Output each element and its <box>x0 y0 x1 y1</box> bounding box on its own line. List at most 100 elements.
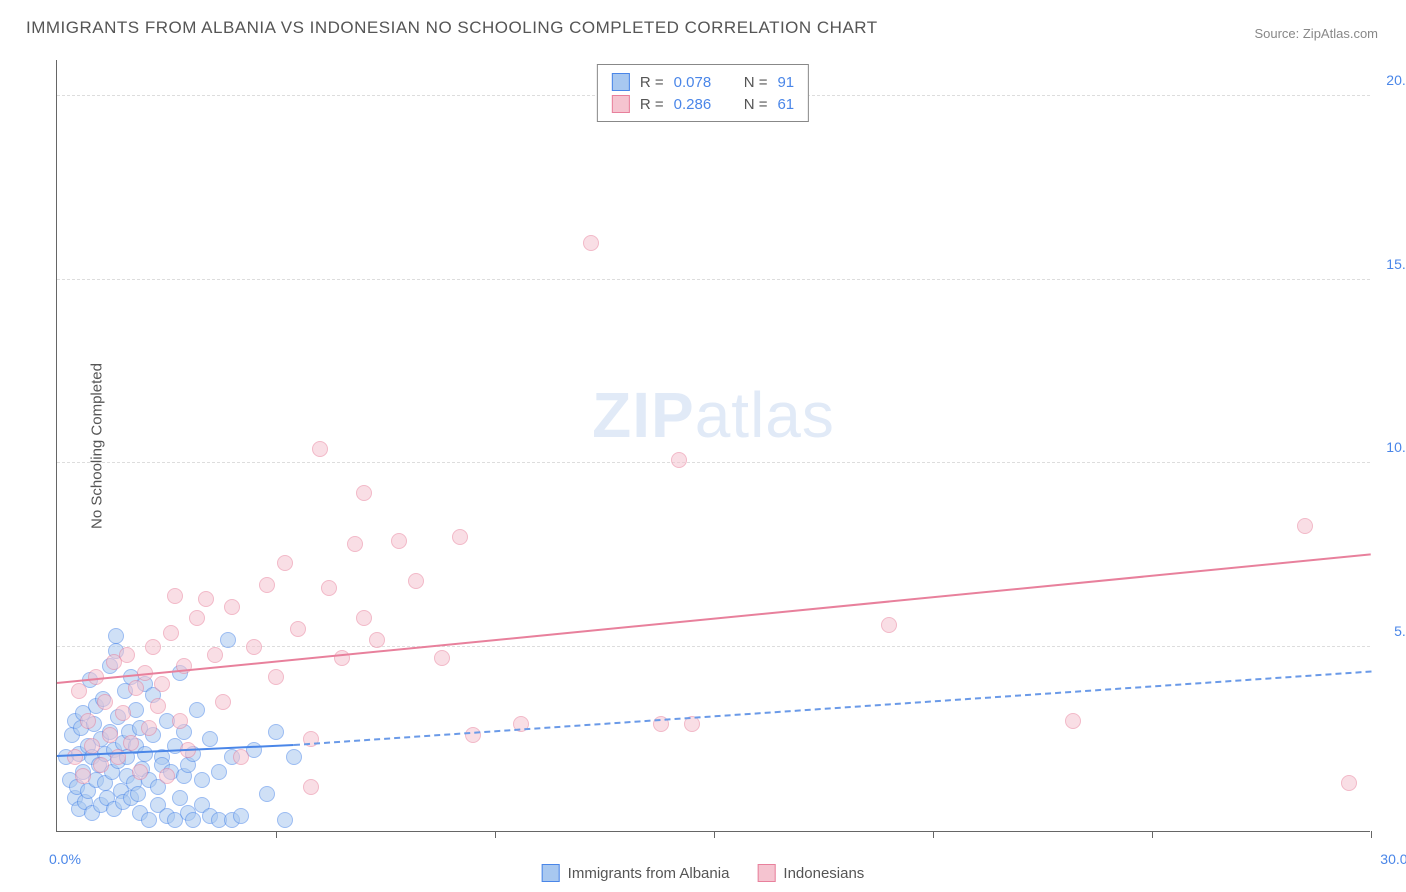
x-tick <box>1371 831 1372 838</box>
scatter-point <box>391 533 407 549</box>
scatter-point <box>75 768 91 784</box>
scatter-point <box>84 738 100 754</box>
scatter-point <box>321 580 337 596</box>
scatter-point <box>128 680 144 696</box>
scatter-point <box>290 621 306 637</box>
chart-source: Source: ZipAtlas.com <box>1254 26 1378 41</box>
scatter-point <box>185 812 201 828</box>
legend-swatch <box>612 95 630 113</box>
scatter-point <box>211 764 227 780</box>
scatter-point <box>259 577 275 593</box>
scatter-point <box>233 808 249 824</box>
scatter-point <box>159 768 175 784</box>
scatter-point <box>434 650 450 666</box>
scatter-point <box>150 698 166 714</box>
scatter-point <box>268 724 284 740</box>
scatter-point <box>108 628 124 644</box>
scatter-point <box>141 720 157 736</box>
scatter-point <box>303 779 319 795</box>
x-tick <box>933 831 934 838</box>
watermark: ZIPatlas <box>592 378 835 452</box>
legend-swatch <box>757 864 775 882</box>
scatter-point <box>286 749 302 765</box>
x-axis-min-label: 0.0% <box>49 851 81 867</box>
scatter-point <box>465 727 481 743</box>
scatter-point <box>1297 518 1313 534</box>
scatter-point <box>215 694 231 710</box>
y-tick-label: 5.0% <box>1394 623 1406 639</box>
legend-swatch <box>542 864 560 882</box>
scatter-point <box>881 617 897 633</box>
scatter-point <box>259 786 275 802</box>
stat-r-value: 0.078 <box>674 74 712 91</box>
scatter-point <box>145 639 161 655</box>
gridline-h <box>57 279 1370 280</box>
scatter-point <box>80 713 96 729</box>
scatter-point <box>172 790 188 806</box>
scatter-point <box>671 452 687 468</box>
scatter-point <box>97 694 113 710</box>
stat-n-value: 61 <box>777 96 794 113</box>
x-axis-max-label: 30.0% <box>1380 851 1406 867</box>
stat-n-label: N = <box>744 74 768 91</box>
scatter-point <box>67 749 83 765</box>
gridline-h <box>57 462 1370 463</box>
stat-r-value: 0.286 <box>674 96 712 113</box>
scatter-point <box>220 632 236 648</box>
correlation-chart: IMMIGRANTS FROM ALBANIA VS INDONESIAN NO… <box>0 0 1406 892</box>
scatter-point <box>167 588 183 604</box>
scatter-point <box>369 632 385 648</box>
scatter-point <box>102 727 118 743</box>
scatter-point <box>207 647 223 663</box>
scatter-point <box>583 235 599 251</box>
y-tick-label: 20.0% <box>1386 72 1406 88</box>
scatter-point <box>277 555 293 571</box>
scatter-point <box>233 749 249 765</box>
scatter-point <box>123 735 139 751</box>
y-tick-label: 10.0% <box>1386 439 1406 455</box>
x-tick <box>1152 831 1153 838</box>
scatter-point <box>137 746 153 762</box>
legend-label: Indonesians <box>783 865 864 882</box>
stats-legend-row: R = 0.286 N = 61 <box>612 93 794 115</box>
scatter-point <box>202 731 218 747</box>
regression-extrapolation <box>293 671 1371 747</box>
plot-area: ZIPatlas 5.0%10.0%15.0%20.0%0.0%30.0% <box>56 60 1370 832</box>
scatter-point <box>141 812 157 828</box>
scatter-point <box>172 713 188 729</box>
stat-r-label: R = <box>640 96 664 113</box>
stats-legend: R = 0.078 N = 91R = 0.286 N = 61 <box>597 64 809 122</box>
scatter-point <box>347 536 363 552</box>
regression-line <box>57 553 1371 684</box>
stat-r-label: R = <box>640 74 664 91</box>
scatter-point <box>1341 775 1357 791</box>
scatter-point <box>277 812 293 828</box>
scatter-point <box>189 610 205 626</box>
scatter-point <box>246 639 262 655</box>
scatter-point <box>198 591 214 607</box>
scatter-point <box>130 786 146 802</box>
x-tick <box>276 831 277 838</box>
scatter-point <box>1065 713 1081 729</box>
scatter-point <box>224 599 240 615</box>
scatter-point <box>268 669 284 685</box>
legend-label: Immigrants from Albania <box>568 865 730 882</box>
legend-item: Immigrants from Albania <box>542 864 730 882</box>
scatter-point <box>154 676 170 692</box>
scatter-point <box>115 705 131 721</box>
scatter-point <box>194 772 210 788</box>
series-legend: Immigrants from Albania Indonesians <box>542 864 865 882</box>
x-tick <box>495 831 496 838</box>
y-tick-label: 15.0% <box>1386 256 1406 272</box>
stat-n-label: N = <box>744 96 768 113</box>
scatter-point <box>132 764 148 780</box>
scatter-point <box>189 702 205 718</box>
x-tick <box>714 831 715 838</box>
legend-item: Indonesians <box>757 864 864 882</box>
scatter-point <box>312 441 328 457</box>
scatter-point <box>408 573 424 589</box>
scatter-point <box>356 485 372 501</box>
scatter-point <box>93 757 109 773</box>
scatter-point <box>163 625 179 641</box>
scatter-point <box>119 647 135 663</box>
